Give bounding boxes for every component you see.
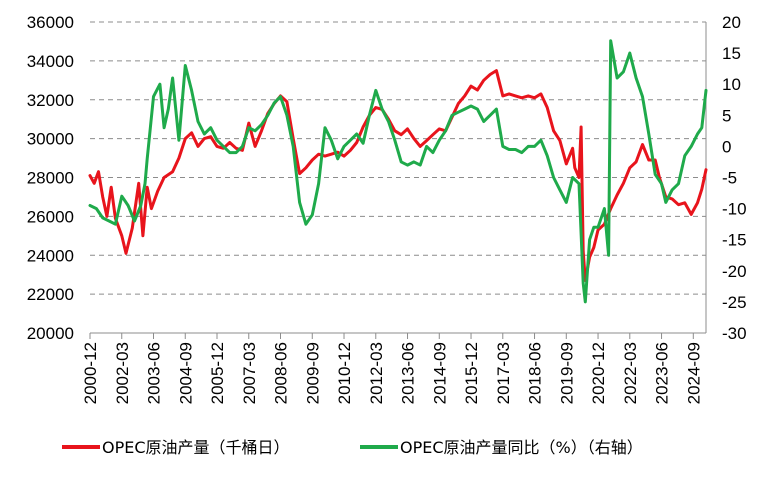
- right-axis-tick-labels: -30 -25 -20 -15 -10 -5 0 5 10 15 20: [722, 13, 747, 343]
- right-tick-label: 20: [722, 13, 741, 32]
- legend-label-yoy: OPEC原油产量同比（%）（右轴）: [400, 438, 643, 457]
- x-tick-label: 2017-03: [494, 342, 513, 404]
- legend-label-production: OPEC原油产量（千桶日）: [102, 438, 290, 457]
- right-tick-label: -15: [722, 231, 747, 250]
- left-tick-label: 34000: [27, 52, 74, 71]
- x-tick-label: 2012-03: [367, 342, 386, 404]
- right-tick-label: 15: [722, 44, 741, 63]
- left-tick-label: 26000: [27, 207, 74, 226]
- x-tick-label: 2007-03: [240, 342, 259, 404]
- series-lines: [88, 39, 708, 304]
- left-tick-label: 24000: [27, 246, 74, 265]
- right-tick-label: -30: [722, 324, 747, 343]
- x-tick-label: 2009-09: [303, 342, 322, 404]
- right-tick-label: -10: [722, 200, 747, 219]
- x-tick-label: 2015-12: [462, 342, 481, 404]
- x-tick-label: 2002-03: [113, 342, 132, 404]
- x-tick-label: 2024-09: [684, 342, 703, 404]
- x-tick-label: 2022-03: [621, 342, 640, 404]
- x-tick-label: 2005-12: [208, 342, 227, 404]
- right-tick-label: -5: [722, 169, 737, 188]
- x-tick-label: 2020-12: [589, 342, 608, 404]
- x-tick-label: 2003-06: [145, 342, 164, 404]
- right-tick-label: 0: [722, 137, 731, 156]
- left-tick-label: 32000: [27, 91, 74, 110]
- left-tick-label: 30000: [27, 130, 74, 149]
- x-tick-label: 2008-06: [272, 342, 291, 404]
- x-axis-tick-labels: 2000-12 2002-03 2003-06 2004-09 2005-12 2007-…: [81, 342, 703, 404]
- right-tick-label: -25: [722, 293, 747, 312]
- left-tick-label: 36000: [27, 13, 74, 32]
- x-tick-label: 2023-06: [653, 342, 672, 404]
- left-axis-tick-labels: 20000 22000 24000 26000 28000 30000 32000 34000…: [27, 13, 74, 343]
- series-yoy-line: [88, 39, 708, 304]
- legend: OPEC原油产量（千桶日） OPEC原油产量同比（%）（右轴）: [62, 438, 643, 457]
- left-tick-label: 20000: [27, 324, 74, 343]
- x-tick-label: 2000-12: [81, 342, 100, 404]
- series-production-line: [88, 69, 708, 282]
- x-tick-label: 2013-06: [399, 342, 418, 404]
- axes: [89, 22, 707, 339]
- left-tick-label: 22000: [27, 285, 74, 304]
- right-tick-label: 10: [722, 75, 741, 94]
- x-tick-label: 2014-09: [430, 342, 449, 404]
- x-tick-label: 2004-09: [176, 342, 195, 404]
- left-tick-label: 28000: [27, 169, 74, 188]
- x-tick-label: 2010-12: [335, 342, 354, 404]
- right-tick-label: 5: [722, 106, 731, 125]
- x-tick-label: 2019-09: [557, 342, 576, 404]
- right-tick-label: -20: [722, 262, 747, 281]
- x-tick-label: 2018-06: [526, 342, 545, 404]
